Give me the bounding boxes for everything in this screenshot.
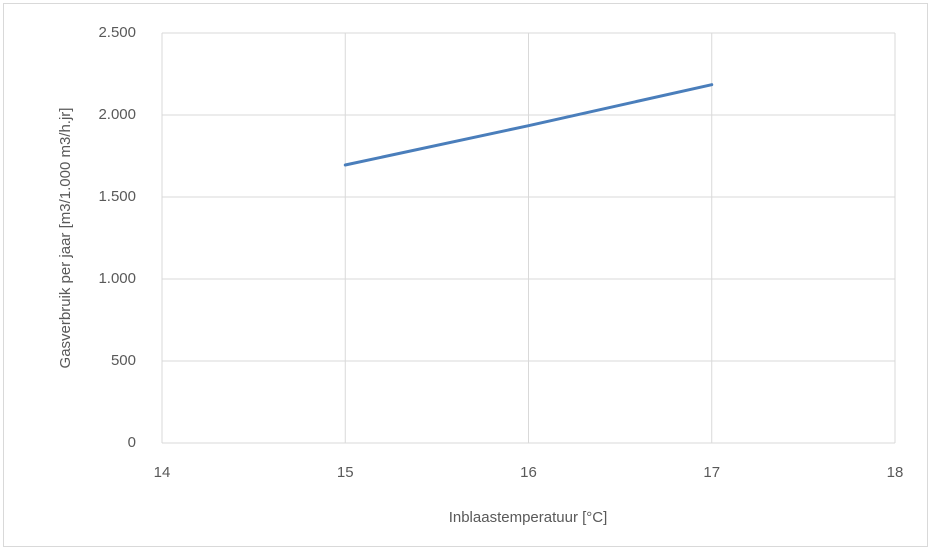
y-tick-label: 2.000 bbox=[98, 106, 136, 123]
y-axis-label: Gasverbruik per jaar [m3/1.000 m3/h.jr] bbox=[57, 108, 74, 369]
x-axis-label: Inblaastemperatuur [°C] bbox=[449, 509, 608, 526]
data-line bbox=[343, 83, 714, 167]
x-tick-label: 15 bbox=[337, 464, 354, 481]
x-tick-label: 16 bbox=[520, 464, 537, 481]
y-tick-label: 500 bbox=[111, 352, 136, 369]
y-tick-label: 2.500 bbox=[98, 24, 136, 41]
y-tick-label: 1.000 bbox=[98, 270, 136, 287]
x-tick-label: 14 bbox=[154, 464, 171, 481]
x-tick-label: 17 bbox=[703, 464, 720, 481]
y-tick-label: 0 bbox=[128, 434, 136, 451]
x-tick-label: 18 bbox=[887, 464, 904, 481]
y-tick-label: 1.500 bbox=[98, 188, 136, 205]
chart-border bbox=[3, 3, 928, 547]
